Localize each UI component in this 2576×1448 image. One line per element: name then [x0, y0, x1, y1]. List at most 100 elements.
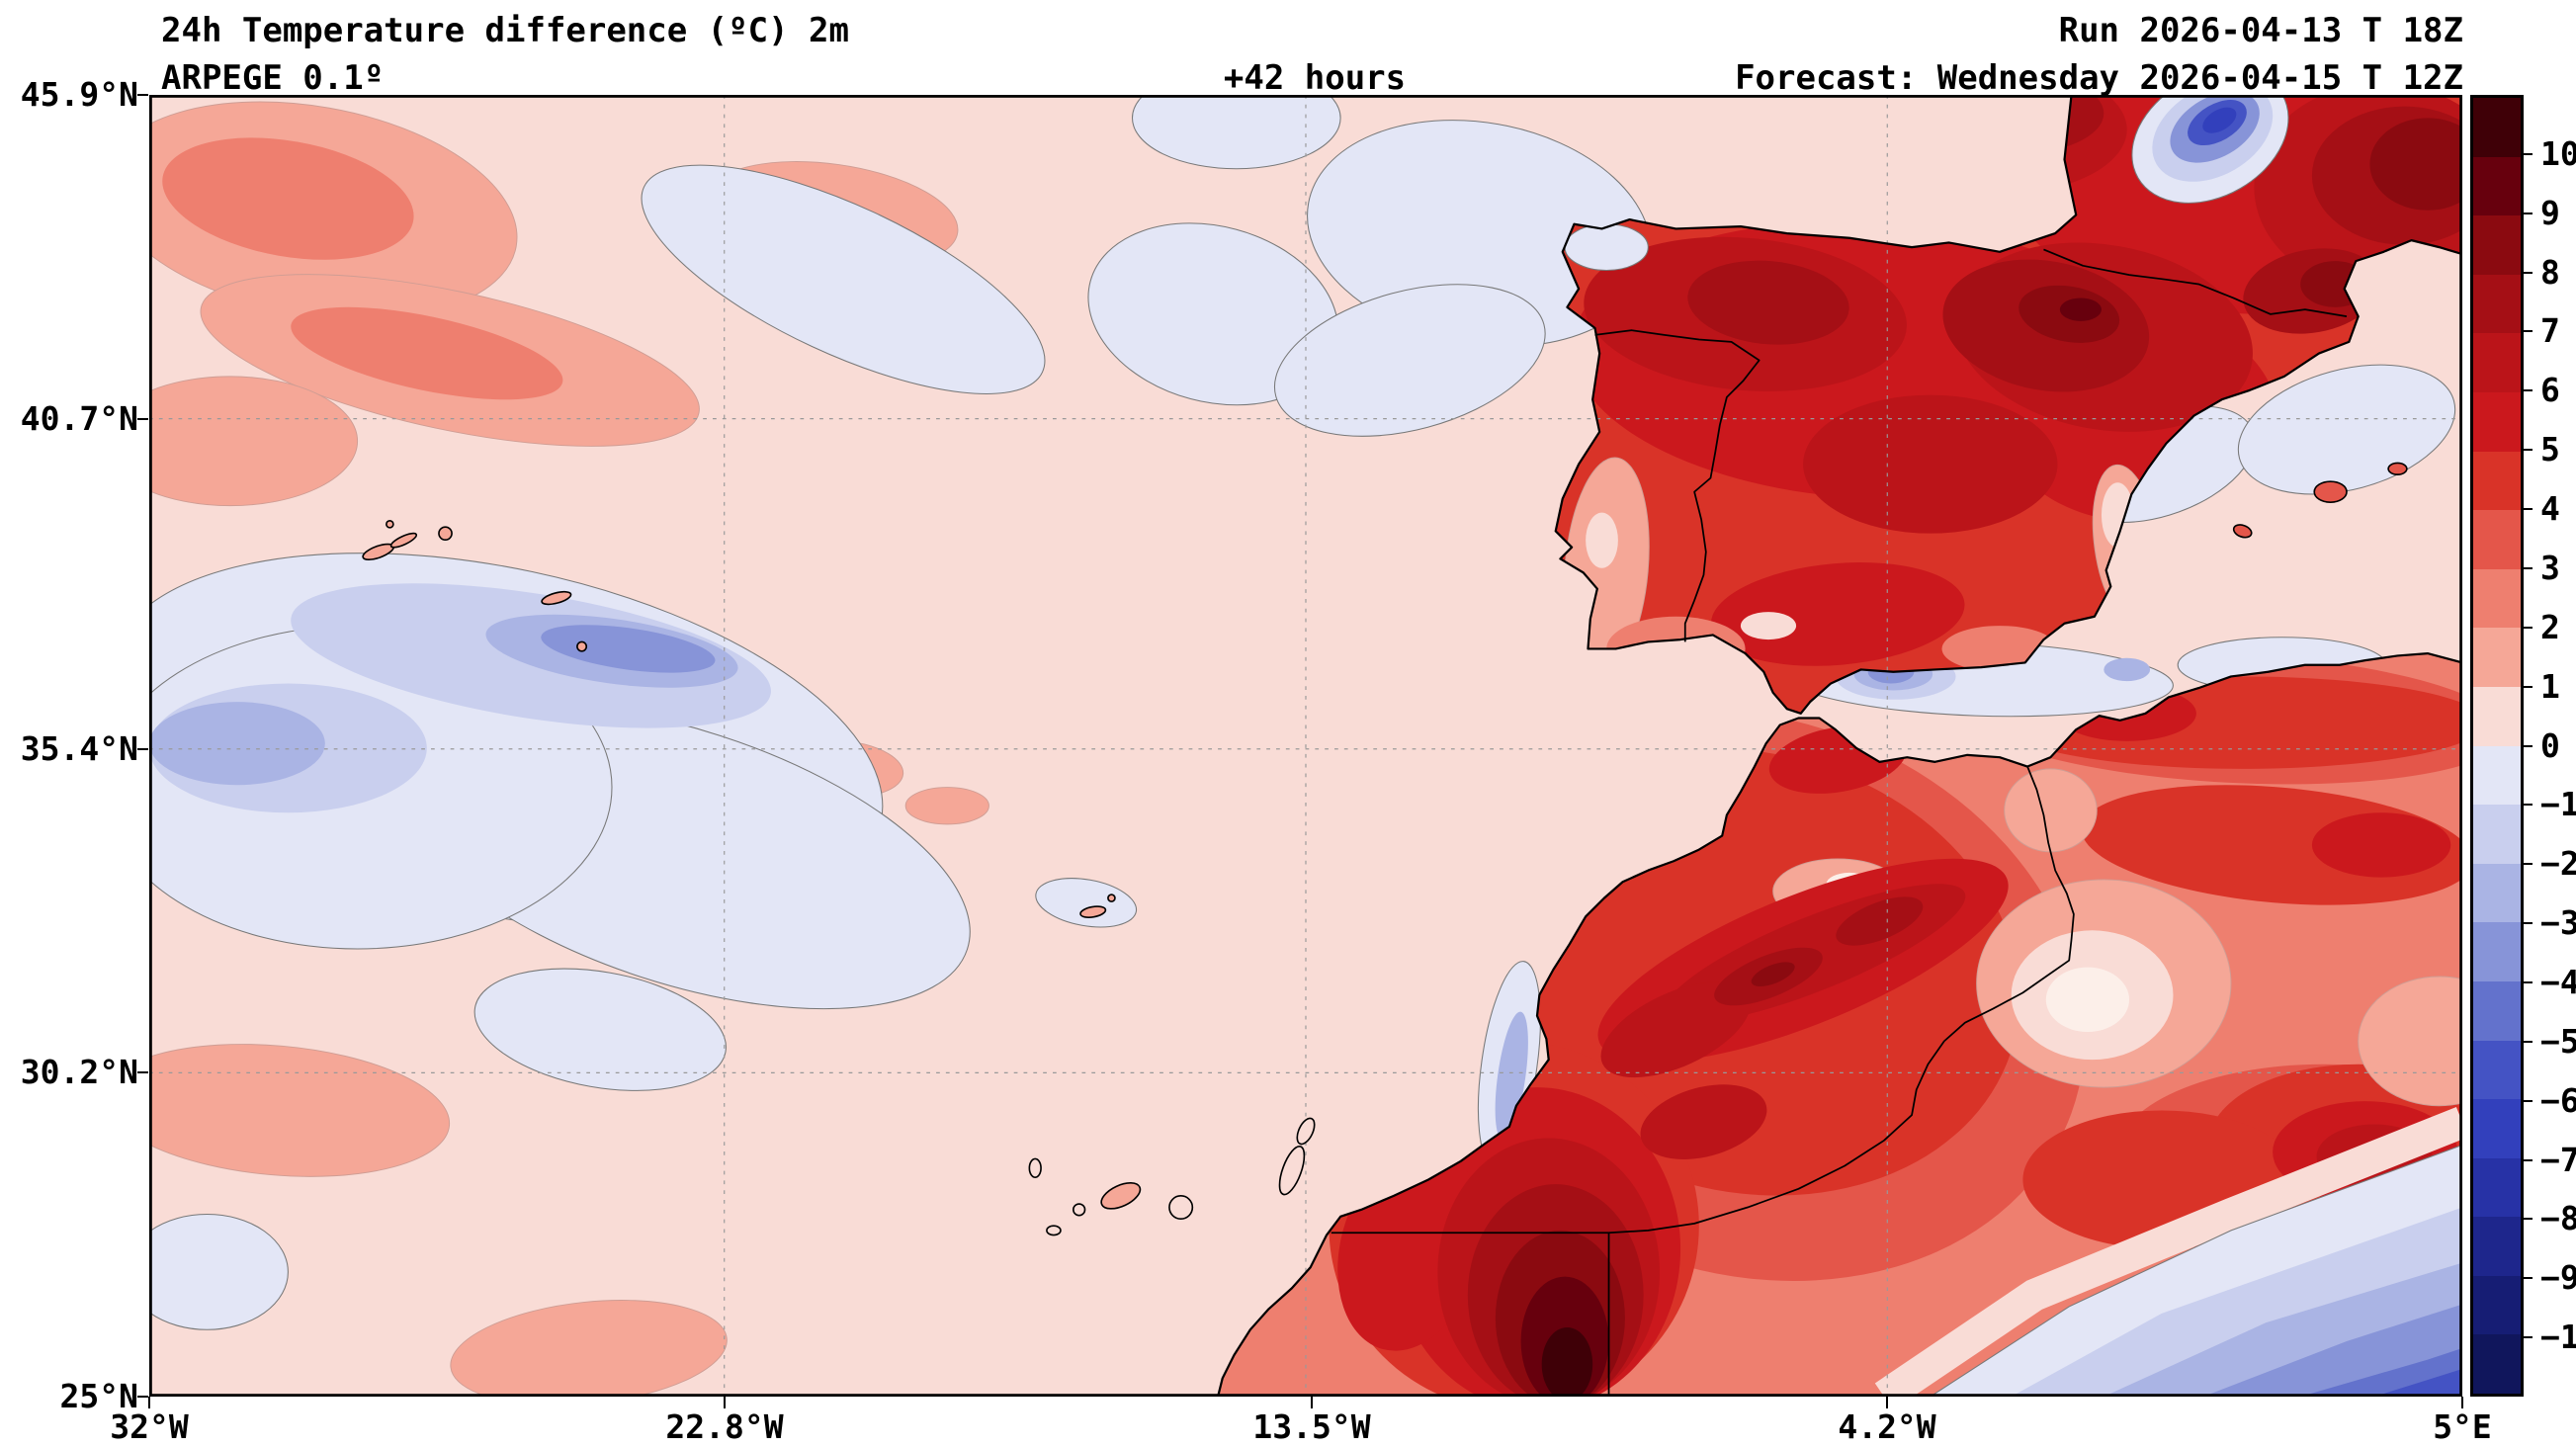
colorbar-tick-label: 7 [2540, 311, 2560, 351]
colorbar-tick-label: −6 [2540, 1080, 2576, 1120]
colorbar-tick-label: 10 [2540, 133, 2576, 173]
colorbar-tick-label: −1 [2540, 785, 2576, 824]
y-tick-label: 45.9°N [20, 75, 138, 114]
colorbar-segment [2473, 1099, 2521, 1158]
x-tick-label: 13.5°W [1252, 1407, 1371, 1446]
y-tick-label: 40.7°N [20, 399, 138, 438]
y-tick-label: 25°N [59, 1377, 138, 1415]
x-tick-label: 32°W [110, 1407, 189, 1446]
colorbar-tick [2524, 566, 2533, 569]
run-label: Run 2026-04-13 T 18Z [2058, 11, 2463, 50]
colorbar-tick-label: 5 [2540, 430, 2560, 469]
colorbar-segment [2473, 922, 2521, 981]
colorbar-tick [2524, 271, 2533, 274]
colorbar-segment [2473, 98, 2521, 157]
colorbar-segment [2473, 1217, 2521, 1276]
colorbar-tick [2524, 1277, 2533, 1280]
x-tick-mark [1885, 1397, 1888, 1408]
plot-frame [149, 95, 2462, 1397]
x-tick-mark [724, 1397, 727, 1408]
colorbar-segment [2473, 1157, 2521, 1218]
colorbar-segment [2473, 980, 2521, 1041]
africa-field [1218, 653, 2462, 1397]
y-tick-mark [137, 1071, 148, 1074]
graticule [149, 95, 2462, 1397]
colorbar-tick [2524, 330, 2533, 333]
colorbar-segment [2473, 745, 2521, 806]
y-tick-label: 30.2°N [20, 1053, 138, 1091]
forecast-label: Forecast: Wednesday 2026-04-15 T 12Z [1735, 58, 2463, 98]
colorbar-tick [2524, 212, 2533, 214]
colorbar-tick [2524, 1040, 2533, 1043]
colorbar-tick-label: 2 [2540, 607, 2560, 646]
colorbar-tick [2524, 804, 2533, 807]
y-tick-mark [137, 417, 148, 420]
islands [362, 462, 2408, 1236]
model-label: ARPEGE 0.1º [161, 58, 385, 98]
colorbar-tick-label: 3 [2540, 548, 2560, 587]
colorbar-ticks [2524, 95, 2535, 1397]
colorbar-tick [2524, 626, 2533, 629]
colorbar-tick [2524, 922, 2533, 925]
y-axis-ticks [137, 94, 149, 1398]
colorbar-tick [2524, 389, 2533, 392]
map-layers [149, 95, 2462, 1397]
colorbar-tick [2524, 1158, 2533, 1161]
colorbar-tick [2524, 980, 2533, 983]
y-tick-mark [137, 747, 148, 750]
colorbar-tick [2524, 449, 2533, 452]
colorbar-tick-label: −10 [2540, 1318, 2576, 1357]
colorbar-tick-label: 9 [2540, 193, 2560, 232]
colorbar-tick-label: 8 [2540, 252, 2560, 292]
coastlines [1216, 95, 2462, 1397]
colorbar-segments [2470, 95, 2524, 1397]
y-tick-label: 35.4°N [20, 729, 138, 768]
colorbar-tick-label: −9 [2540, 1258, 2576, 1298]
colorbar-segment [2473, 863, 2521, 923]
colorbar-tick-label: −4 [2540, 962, 2576, 1001]
x-tick-mark [148, 1397, 150, 1408]
colorbar-tick-label: −5 [2540, 1021, 2576, 1061]
colorbar-tick [2524, 744, 2533, 747]
x-tick-mark [2461, 1397, 2463, 1408]
colorbar-tick [2524, 508, 2533, 511]
colorbar-tick-label: 0 [2540, 725, 2560, 765]
colorbar-segment [2473, 391, 2521, 452]
colorbar-tick-label: 6 [2540, 371, 2560, 410]
chart-title: 24h Temperature difference (ºC) 2m [161, 11, 849, 50]
colorbar-segment [2473, 1334, 2521, 1395]
colorbar-segment [2473, 1275, 2521, 1335]
x-axis-ticks [148, 1397, 2463, 1410]
x-tick-label: 5°E [2433, 1407, 2492, 1446]
colorbar-tick [2524, 152, 2533, 155]
colorbar-tick [2524, 685, 2533, 688]
colorbar-tick-label: −7 [2540, 1140, 2576, 1179]
colorbar-segment [2473, 215, 2521, 275]
map-plot-area [149, 95, 2462, 1397]
colorbar-segment [2473, 274, 2521, 334]
colorbar-tick [2524, 1218, 2533, 1221]
map-canvas [149, 95, 2462, 1397]
colorbar-segment [2473, 805, 2521, 864]
colorbar-tick-label: 4 [2540, 489, 2560, 529]
colorbar-segment [2473, 451, 2521, 511]
y-tick-mark [137, 94, 148, 96]
colorbar-tick-label: 1 [2540, 666, 2560, 706]
ocean-cool-patches [149, 95, 2456, 1330]
colorbar-segment [2473, 568, 2521, 629]
colorbar-segment [2473, 156, 2521, 216]
colorbar-segment [2473, 1040, 2521, 1100]
colorbar-tick-label: −2 [2540, 844, 2576, 884]
x-tick-mark [1310, 1397, 1313, 1408]
colorbar-tick-label: −3 [2540, 903, 2576, 943]
y-tick-mark [137, 1396, 148, 1398]
x-tick-label: 4.2°W [1838, 1407, 1936, 1446]
colorbar-tick [2524, 1099, 2533, 1102]
colorbar-tick [2524, 863, 2533, 866]
x-tick-label: 22.8°W [665, 1407, 784, 1446]
colorbar-tick [2524, 1336, 2533, 1339]
colorbar-segment [2473, 510, 2521, 569]
colorbar-segment [2473, 333, 2521, 392]
